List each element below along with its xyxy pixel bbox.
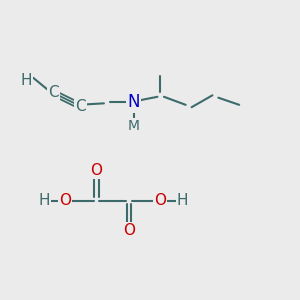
Text: O: O [91,163,103,178]
Text: O: O [123,223,135,238]
Text: C: C [75,98,86,113]
Text: H: H [21,73,32,88]
Text: N: N [128,93,140,111]
Text: O: O [154,193,166,208]
Text: O: O [59,193,71,208]
Text: C: C [48,85,59,100]
Text: H: H [177,193,188,208]
Text: H: H [39,193,50,208]
Text: M: M [128,119,140,133]
